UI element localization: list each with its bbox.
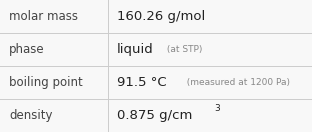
Text: density: density — [9, 109, 53, 122]
Text: 0.875 g/cm: 0.875 g/cm — [117, 109, 193, 122]
Text: phase: phase — [9, 43, 45, 56]
Text: (at STP): (at STP) — [164, 45, 203, 54]
Text: 3: 3 — [214, 104, 220, 113]
Text: 91.5 °C: 91.5 °C — [117, 76, 167, 89]
Text: liquid: liquid — [117, 43, 154, 56]
Text: (measured at 1200 Pa): (measured at 1200 Pa) — [181, 78, 290, 87]
Text: 160.26 g/mol: 160.26 g/mol — [117, 10, 205, 23]
Text: boiling point: boiling point — [9, 76, 83, 89]
Text: molar mass: molar mass — [9, 10, 78, 23]
